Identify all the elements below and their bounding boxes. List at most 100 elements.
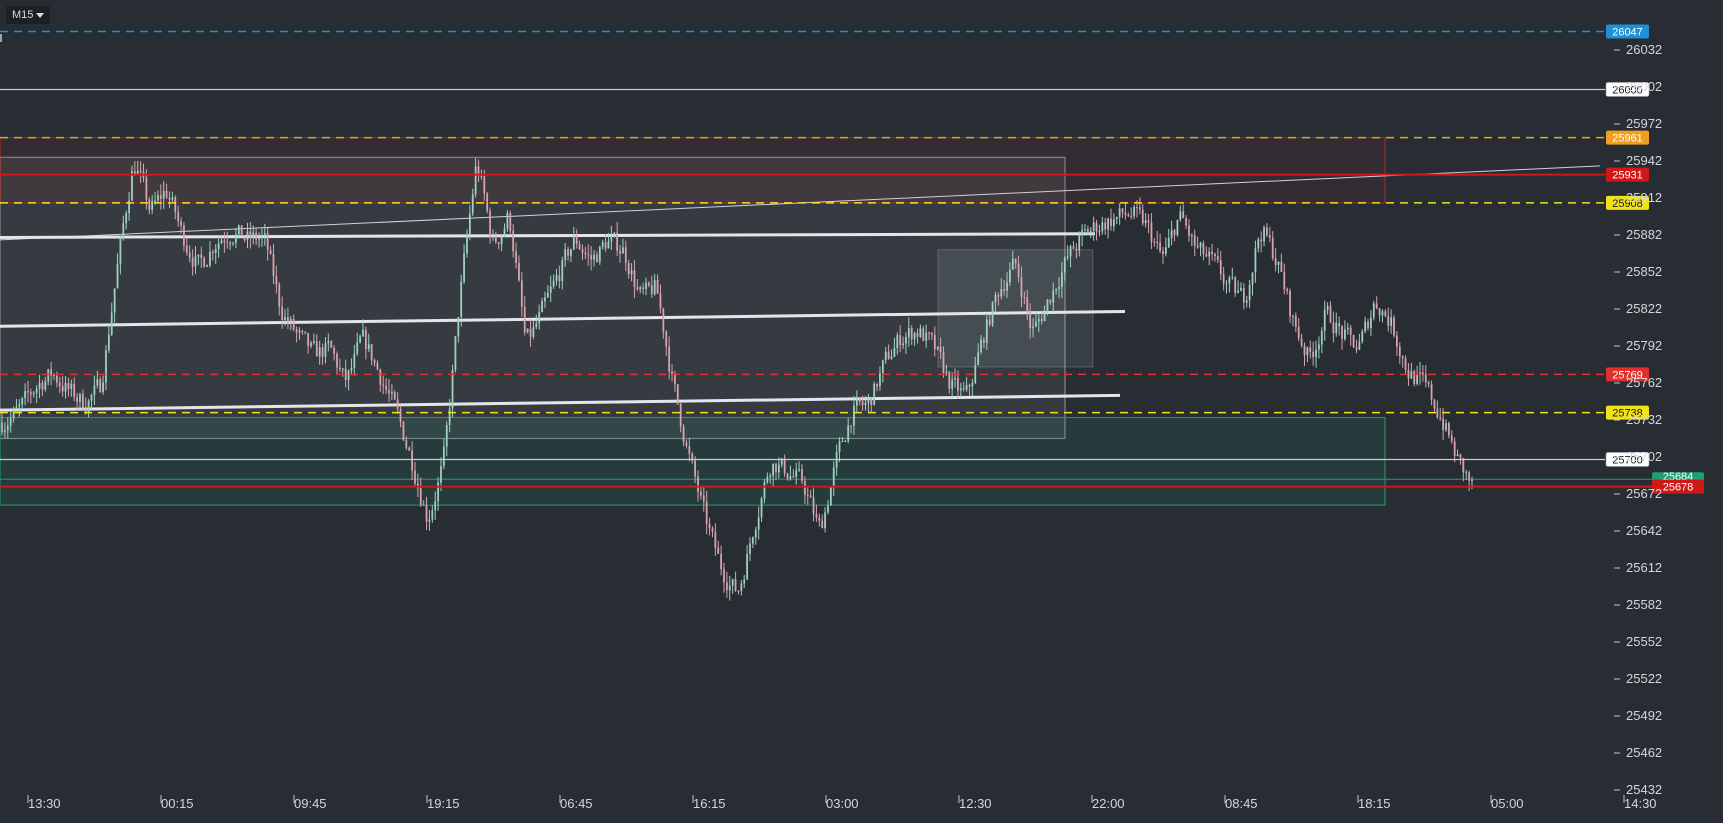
price-level-25931[interactable]: 25931 bbox=[0, 167, 1649, 182]
candle bbox=[1179, 205, 1182, 222]
candle-body bbox=[76, 397, 78, 402]
candle bbox=[760, 496, 763, 522]
candle bbox=[749, 537, 751, 561]
candle bbox=[27, 380, 29, 403]
trendline-channel-mid[interactable] bbox=[0, 309, 1126, 328]
candle bbox=[1069, 244, 1072, 268]
candle-body bbox=[79, 393, 81, 402]
candle bbox=[1453, 437, 1456, 463]
candle-body bbox=[1092, 222, 1095, 231]
candle-body bbox=[902, 343, 904, 346]
time-tick-label: 03:00 bbox=[826, 796, 859, 811]
price-level-26000[interactable]: 26000 bbox=[0, 82, 1650, 97]
candle bbox=[1023, 291, 1026, 305]
timeframe-selector[interactable]: M15 bbox=[6, 6, 51, 24]
candle bbox=[364, 326, 367, 360]
candle-body bbox=[1196, 245, 1199, 248]
supply-zone[interactable] bbox=[0, 137, 1386, 204]
candle-body bbox=[1352, 334, 1355, 348]
candle bbox=[21, 396, 24, 410]
candle bbox=[122, 215, 125, 241]
candle-body bbox=[916, 332, 919, 337]
candle bbox=[1456, 449, 1459, 457]
candle-body bbox=[596, 254, 598, 263]
candle-body bbox=[1430, 384, 1433, 400]
candle-body bbox=[90, 395, 93, 401]
price-level-25908[interactable]: 25908 bbox=[0, 195, 1649, 210]
candle-body bbox=[659, 293, 662, 309]
candle bbox=[1225, 280, 1228, 294]
candle-body bbox=[87, 400, 90, 413]
candle-body bbox=[1263, 227, 1265, 242]
candle-body bbox=[587, 254, 590, 256]
candle-body bbox=[58, 382, 61, 387]
price-level-25738[interactable]: 25738 bbox=[0, 405, 1649, 420]
candle bbox=[936, 346, 939, 351]
candle bbox=[610, 225, 613, 250]
candle bbox=[1416, 365, 1419, 386]
candle-body bbox=[1138, 207, 1141, 210]
candle bbox=[32, 390, 35, 398]
candle bbox=[1153, 238, 1156, 247]
candle-body bbox=[827, 505, 829, 513]
candle-body bbox=[751, 537, 754, 544]
price-level-25769[interactable]: 25769 bbox=[0, 367, 1649, 382]
candle bbox=[214, 244, 217, 265]
time-tick-label: 18:15 bbox=[1358, 796, 1391, 811]
candle-body bbox=[1387, 315, 1390, 326]
candle-body bbox=[1205, 254, 1208, 257]
candle bbox=[1251, 272, 1254, 296]
candle-body bbox=[284, 317, 286, 321]
candle-body bbox=[1292, 315, 1294, 317]
candle-body bbox=[249, 231, 252, 238]
candle-body bbox=[356, 342, 359, 354]
candle bbox=[957, 370, 959, 399]
candle bbox=[832, 461, 835, 497]
candle bbox=[367, 333, 370, 353]
candle-body bbox=[1052, 290, 1055, 303]
chart-corner-marker bbox=[0, 34, 2, 42]
candle-body bbox=[896, 335, 899, 348]
price-tick-label: 25822 bbox=[1626, 301, 1662, 316]
candle bbox=[1254, 240, 1257, 283]
candle bbox=[1283, 263, 1286, 295]
price-tick-label: 25942 bbox=[1626, 153, 1662, 168]
range-box-small[interactable] bbox=[937, 249, 1094, 368]
price-tick-label: 25642 bbox=[1626, 523, 1662, 538]
candle-body bbox=[148, 199, 151, 210]
candle-body bbox=[9, 418, 12, 426]
candle-body bbox=[1410, 371, 1413, 379]
candle bbox=[341, 367, 344, 377]
candle bbox=[801, 464, 803, 484]
range-box-large[interactable] bbox=[0, 156, 1066, 440]
candle-body bbox=[393, 392, 396, 400]
candle bbox=[1185, 215, 1187, 230]
candle-body bbox=[682, 426, 685, 443]
candle bbox=[388, 379, 390, 402]
candle bbox=[1072, 240, 1075, 250]
candle-body bbox=[1312, 351, 1315, 358]
candle bbox=[558, 265, 561, 289]
candle bbox=[1092, 216, 1095, 241]
candle bbox=[1127, 212, 1130, 218]
price-level-26047[interactable]: 26047 bbox=[0, 24, 1649, 39]
candle-body bbox=[809, 495, 812, 498]
candle bbox=[1216, 248, 1219, 264]
candle-body bbox=[977, 352, 980, 366]
trendline-channel-top[interactable] bbox=[0, 232, 1096, 239]
candle bbox=[1133, 204, 1136, 220]
candle bbox=[1104, 217, 1107, 235]
candle-body bbox=[1009, 269, 1011, 283]
candle-body bbox=[1026, 297, 1029, 311]
candle-body bbox=[1355, 347, 1358, 350]
candle-body bbox=[1303, 345, 1306, 356]
candle bbox=[928, 331, 930, 341]
candle-body bbox=[6, 425, 9, 431]
candle-body bbox=[1066, 256, 1069, 258]
trendline-channel-low[interactable] bbox=[0, 393, 1121, 412]
candle-body bbox=[38, 382, 41, 389]
candle bbox=[590, 246, 593, 271]
candle-body bbox=[171, 197, 174, 200]
price-level-25961[interactable]: 25961 bbox=[0, 130, 1649, 145]
